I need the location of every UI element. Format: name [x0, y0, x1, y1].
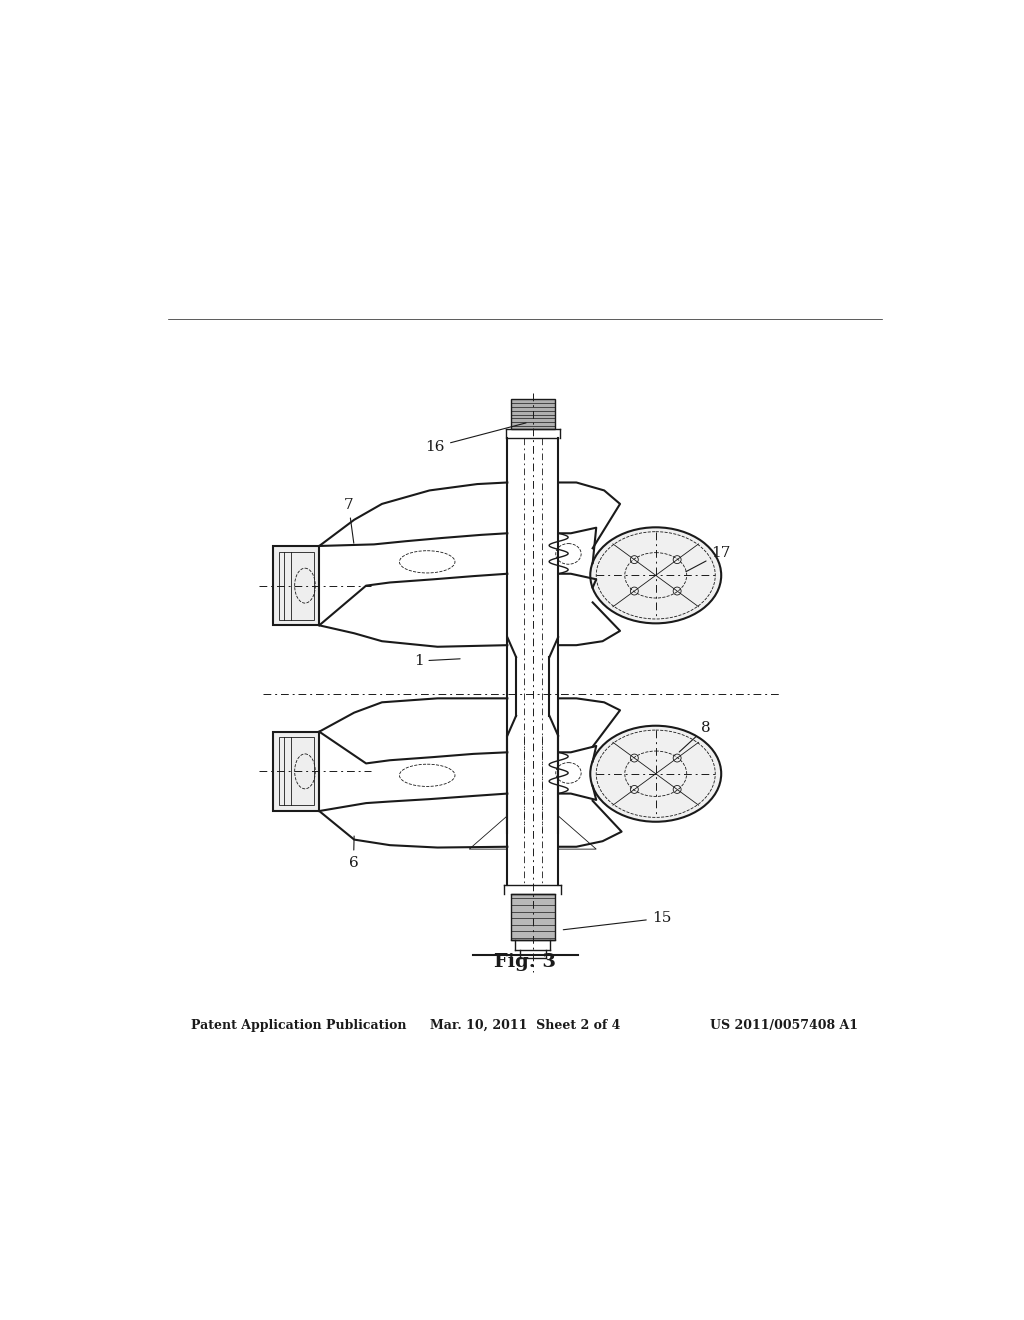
Text: 6: 6	[348, 836, 358, 870]
Polygon shape	[511, 895, 555, 940]
Text: 1: 1	[414, 653, 460, 668]
Polygon shape	[273, 731, 319, 810]
Text: Fig. 3: Fig. 3	[494, 953, 556, 970]
Ellipse shape	[590, 527, 721, 623]
Text: 16: 16	[426, 422, 526, 454]
Polygon shape	[273, 546, 319, 626]
Polygon shape	[511, 399, 555, 429]
Text: 7: 7	[344, 499, 354, 544]
Text: Mar. 10, 2011  Sheet 2 of 4: Mar. 10, 2011 Sheet 2 of 4	[430, 1019, 620, 1032]
Text: 15: 15	[563, 911, 671, 929]
Text: 17: 17	[686, 546, 731, 572]
Text: 8: 8	[679, 721, 711, 752]
Text: Patent Application Publication: Patent Application Publication	[191, 1019, 407, 1032]
Text: US 2011/0057408 A1: US 2011/0057408 A1	[710, 1019, 858, 1032]
Ellipse shape	[590, 726, 721, 822]
